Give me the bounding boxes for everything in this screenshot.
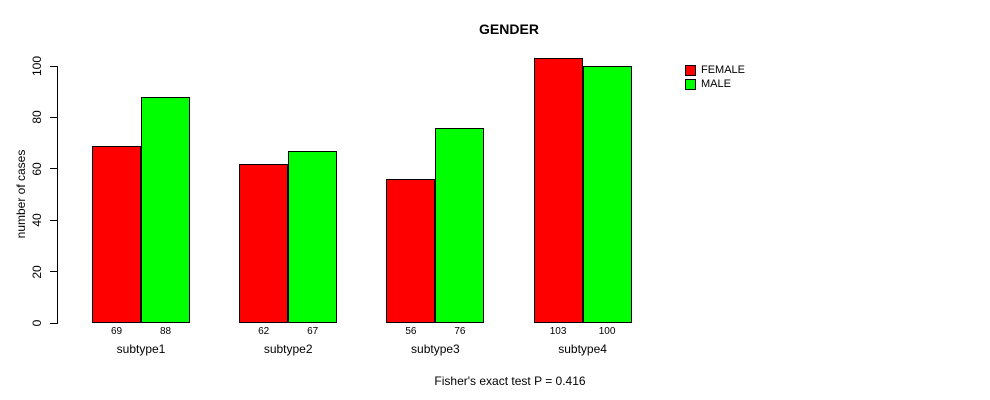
y-tick-mark (50, 322, 58, 324)
legend-item-female: FEMALE (685, 63, 745, 77)
y-tick-mark (50, 65, 58, 67)
bar-female-subtype1 (92, 145, 141, 323)
x-category-label: subtype4 (558, 342, 607, 356)
y-tick-mark (50, 271, 58, 273)
bar-value-label: 76 (454, 326, 466, 337)
y-tick-mark (50, 219, 58, 221)
bar-value-label: 62 (258, 326, 270, 337)
x-category-label: subtype3 (411, 342, 460, 356)
y-tick-label: 100 (30, 55, 44, 77)
bar-value-label: 69 (110, 326, 123, 337)
bar-value-label: 100 (598, 326, 616, 337)
y-tick-mark (50, 116, 58, 118)
y-tick-mark (50, 168, 58, 170)
legend-label: MALE (701, 78, 731, 90)
bar-value-label: 103 (549, 326, 567, 337)
bar-value-label: 88 (159, 326, 172, 337)
legend-item-male: MALE (685, 77, 745, 91)
bar-female-subtype4 (533, 58, 583, 323)
bar-value-label: 56 (405, 326, 417, 337)
legend-swatch-male (685, 78, 696, 90)
x-category-label: subtype2 (263, 342, 313, 356)
legend-label: FEMALE (701, 64, 746, 76)
y-tick-label: 40 (30, 213, 44, 227)
bar-female-subtype2 (239, 163, 289, 323)
bar-value-label: 67 (307, 326, 319, 337)
bar-male-subtype1 (141, 96, 190, 323)
stats-caption: Fisher's exact test P = 0.416 (434, 374, 586, 388)
y-tick-label: 20 (30, 264, 44, 279)
bar-male-subtype4 (582, 66, 632, 323)
y-axis-title: number of cases (14, 149, 28, 239)
bar-male-subtype2 (288, 150, 338, 323)
bar-male-subtype3 (435, 127, 485, 323)
legend-swatch-female (685, 64, 696, 76)
y-tick-label: 60 (30, 162, 44, 176)
legend: FEMALE MALE (685, 63, 745, 91)
chart-title: GENDER (479, 21, 539, 37)
y-tick-label: 80 (30, 110, 44, 125)
bar-female-subtype3 (386, 179, 436, 323)
y-tick-label: 0 (30, 319, 44, 327)
y-axis-line (57, 66, 58, 324)
x-category-label: subtype1 (116, 342, 166, 356)
